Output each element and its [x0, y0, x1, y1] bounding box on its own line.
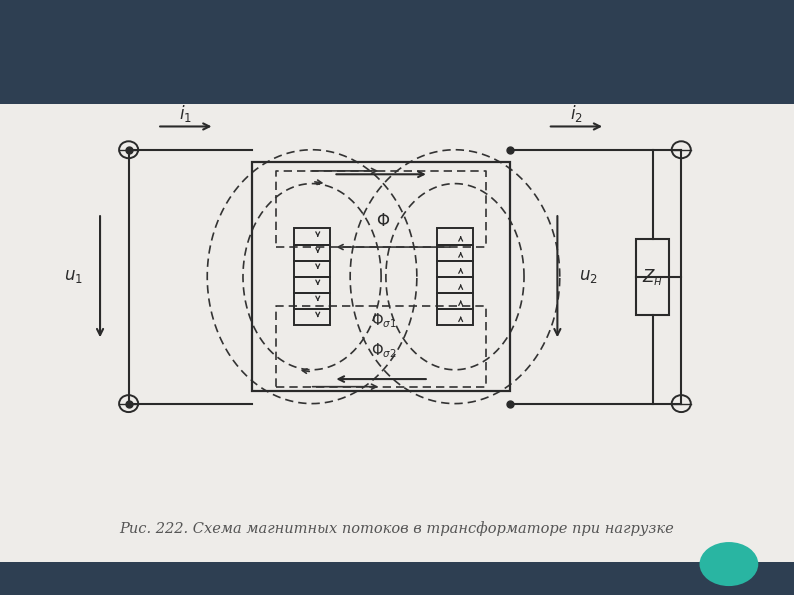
Bar	[294, 228, 330, 245]
Bar	[437, 228, 473, 245]
Text: $i_2$: $i_2$	[570, 104, 583, 124]
Text: $u_2$: $u_2$	[579, 268, 598, 285]
Bar	[437, 245, 473, 261]
Bar	[294, 309, 330, 325]
Bar	[636, 239, 669, 315]
Bar	[294, 261, 330, 277]
Bar	[437, 309, 473, 325]
Circle shape	[700, 542, 758, 586]
Bar	[437, 277, 473, 293]
Bar	[294, 245, 330, 261]
Bar	[437, 293, 473, 309]
Text: $u_1$: $u_1$	[64, 268, 83, 285]
Bar	[252, 162, 510, 391]
Text: $\Phi_{\sigma 2}$: $\Phi_{\sigma 2}$	[371, 342, 396, 360]
Text: $\Phi_{\sigma 1}$: $\Phi_{\sigma 1}$	[371, 312, 396, 330]
Text: $\Phi$: $\Phi$	[376, 213, 391, 230]
Bar	[0, 562, 794, 595]
Text: $i_1$: $i_1$	[179, 104, 192, 124]
Bar	[294, 293, 330, 309]
Bar	[294, 277, 330, 293]
Bar	[437, 261, 473, 277]
Bar	[0, 0, 794, 104]
Text: $Z_н$: $Z_н$	[642, 267, 663, 287]
Text: Рис. 222. Схема магнитных потоков в трансформаторе при нагрузке: Рис. 222. Схема магнитных потоков в тран…	[120, 521, 674, 536]
